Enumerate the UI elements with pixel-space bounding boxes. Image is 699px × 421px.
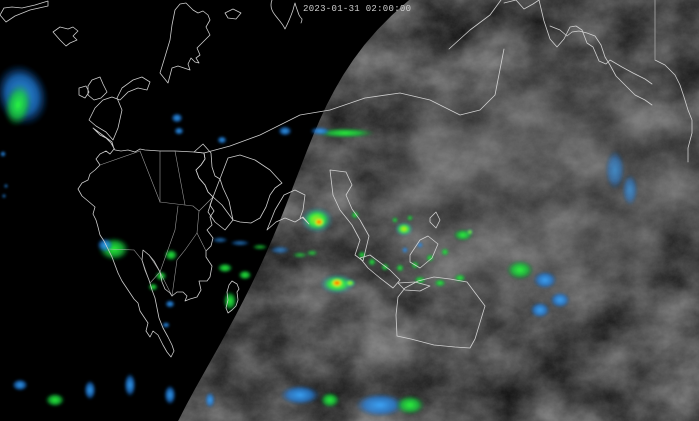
svg-text:2023-01-31 02:00:00: 2023-01-31 02:00:00: [303, 4, 411, 14]
